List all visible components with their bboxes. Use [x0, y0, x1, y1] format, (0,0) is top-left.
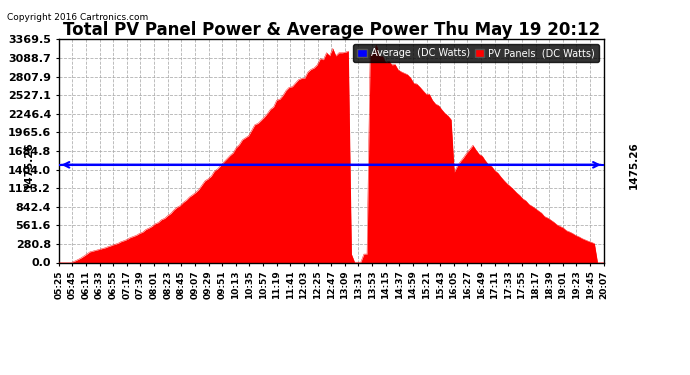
- Text: Copyright 2016 Cartronics.com: Copyright 2016 Cartronics.com: [7, 13, 148, 22]
- Text: 1475.26: 1475.26: [23, 141, 34, 189]
- Title: Total PV Panel Power & Average Power Thu May 19 20:12: Total PV Panel Power & Average Power Thu…: [63, 21, 600, 39]
- Legend: Average  (DC Watts), PV Panels  (DC Watts): Average (DC Watts), PV Panels (DC Watts): [353, 44, 599, 62]
- Text: 1475.26: 1475.26: [629, 141, 639, 189]
